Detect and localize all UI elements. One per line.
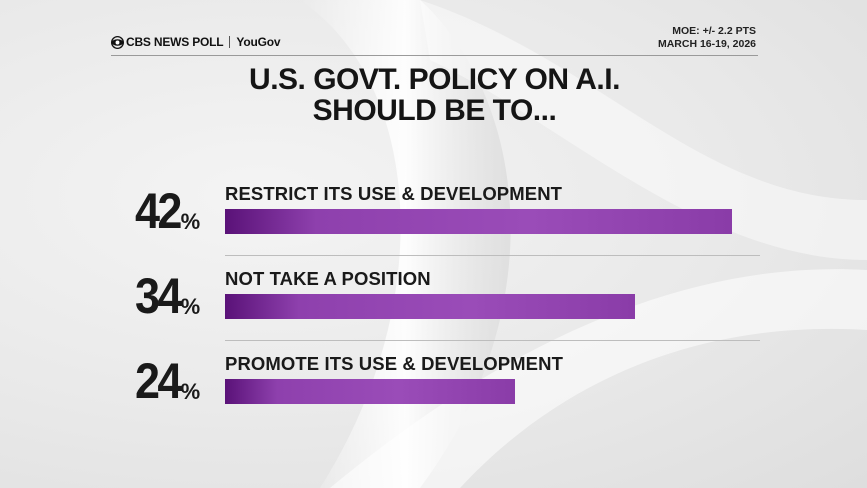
header-rule xyxy=(111,55,758,56)
value-number: 34 xyxy=(135,268,182,324)
cbs-eye-icon xyxy=(111,35,124,49)
chart-title-line-1: U.S. GOVT. POLICY ON A.I. xyxy=(249,63,620,96)
category-label: PROMOTE ITS USE & DEVELOPMENT xyxy=(225,353,563,374)
brand-logo: CBS NEWS POLL YouGov xyxy=(111,35,281,49)
bar xyxy=(225,209,732,234)
value-label: 42% xyxy=(135,186,219,236)
value-label: 24% xyxy=(135,356,219,406)
category-label: RESTRICT ITS USE & DEVELOPMENT xyxy=(225,183,563,204)
value-label: 34% xyxy=(135,271,219,321)
row-divider xyxy=(225,255,760,256)
poll-dates: MARCH 16-19, 2026 xyxy=(657,38,756,50)
poll-meta: MOE: +/- 2.2 PTS MARCH 16-19, 2026 xyxy=(658,25,756,51)
percent-sign: % xyxy=(180,209,201,234)
chart-title: U.S. GOVT. POLICY ON A.I. SHOULD BE TO..… xyxy=(111,64,758,126)
margin-of-error: MOE: +/- 2.2 PTS xyxy=(672,25,756,37)
value-number: 42 xyxy=(135,183,182,239)
percent-sign: % xyxy=(180,379,201,404)
row-divider xyxy=(225,340,760,341)
bar xyxy=(225,294,635,319)
brand-name: CBS NEWS POLL xyxy=(126,35,224,49)
brand-divider xyxy=(229,36,231,48)
chart-title-line-2: SHOULD BE TO... xyxy=(312,94,557,127)
bar xyxy=(225,379,515,404)
partner-name: YouGov xyxy=(236,35,281,49)
percent-sign: % xyxy=(180,294,201,319)
value-number: 24 xyxy=(135,353,182,409)
category-label: NOT TAKE A POSITION xyxy=(225,268,431,289)
